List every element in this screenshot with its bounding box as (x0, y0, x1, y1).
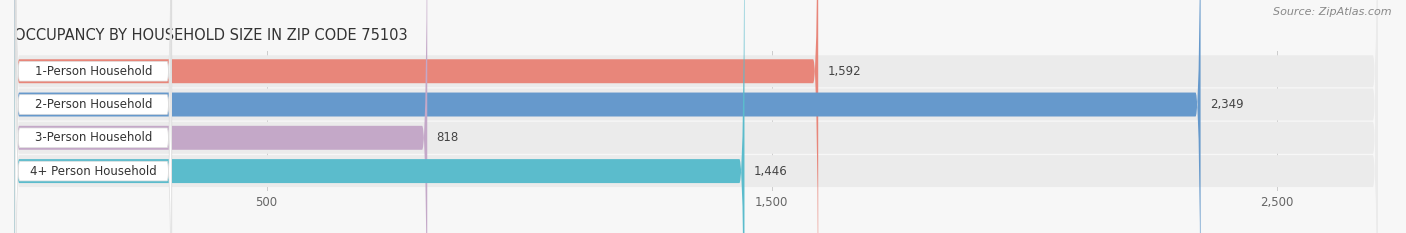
Text: 1-Person Household: 1-Person Household (35, 65, 152, 78)
Text: 818: 818 (436, 131, 458, 144)
FancyBboxPatch shape (14, 0, 1378, 233)
FancyBboxPatch shape (15, 0, 172, 233)
Text: 1,592: 1,592 (827, 65, 860, 78)
FancyBboxPatch shape (15, 0, 172, 233)
FancyBboxPatch shape (14, 0, 818, 233)
Text: OCCUPANCY BY HOUSEHOLD SIZE IN ZIP CODE 75103: OCCUPANCY BY HOUSEHOLD SIZE IN ZIP CODE … (14, 28, 408, 43)
FancyBboxPatch shape (14, 0, 1378, 233)
Text: 4+ Person Household: 4+ Person Household (30, 164, 156, 178)
FancyBboxPatch shape (15, 0, 172, 233)
FancyBboxPatch shape (14, 0, 744, 233)
Text: 2-Person Household: 2-Person Household (35, 98, 152, 111)
Text: 1,446: 1,446 (754, 164, 787, 178)
FancyBboxPatch shape (14, 0, 427, 233)
FancyBboxPatch shape (14, 0, 1201, 233)
Text: 3-Person Household: 3-Person Household (35, 131, 152, 144)
FancyBboxPatch shape (15, 0, 172, 233)
Text: 2,349: 2,349 (1209, 98, 1243, 111)
FancyBboxPatch shape (14, 0, 1378, 233)
Text: Source: ZipAtlas.com: Source: ZipAtlas.com (1274, 7, 1392, 17)
FancyBboxPatch shape (14, 0, 1378, 233)
